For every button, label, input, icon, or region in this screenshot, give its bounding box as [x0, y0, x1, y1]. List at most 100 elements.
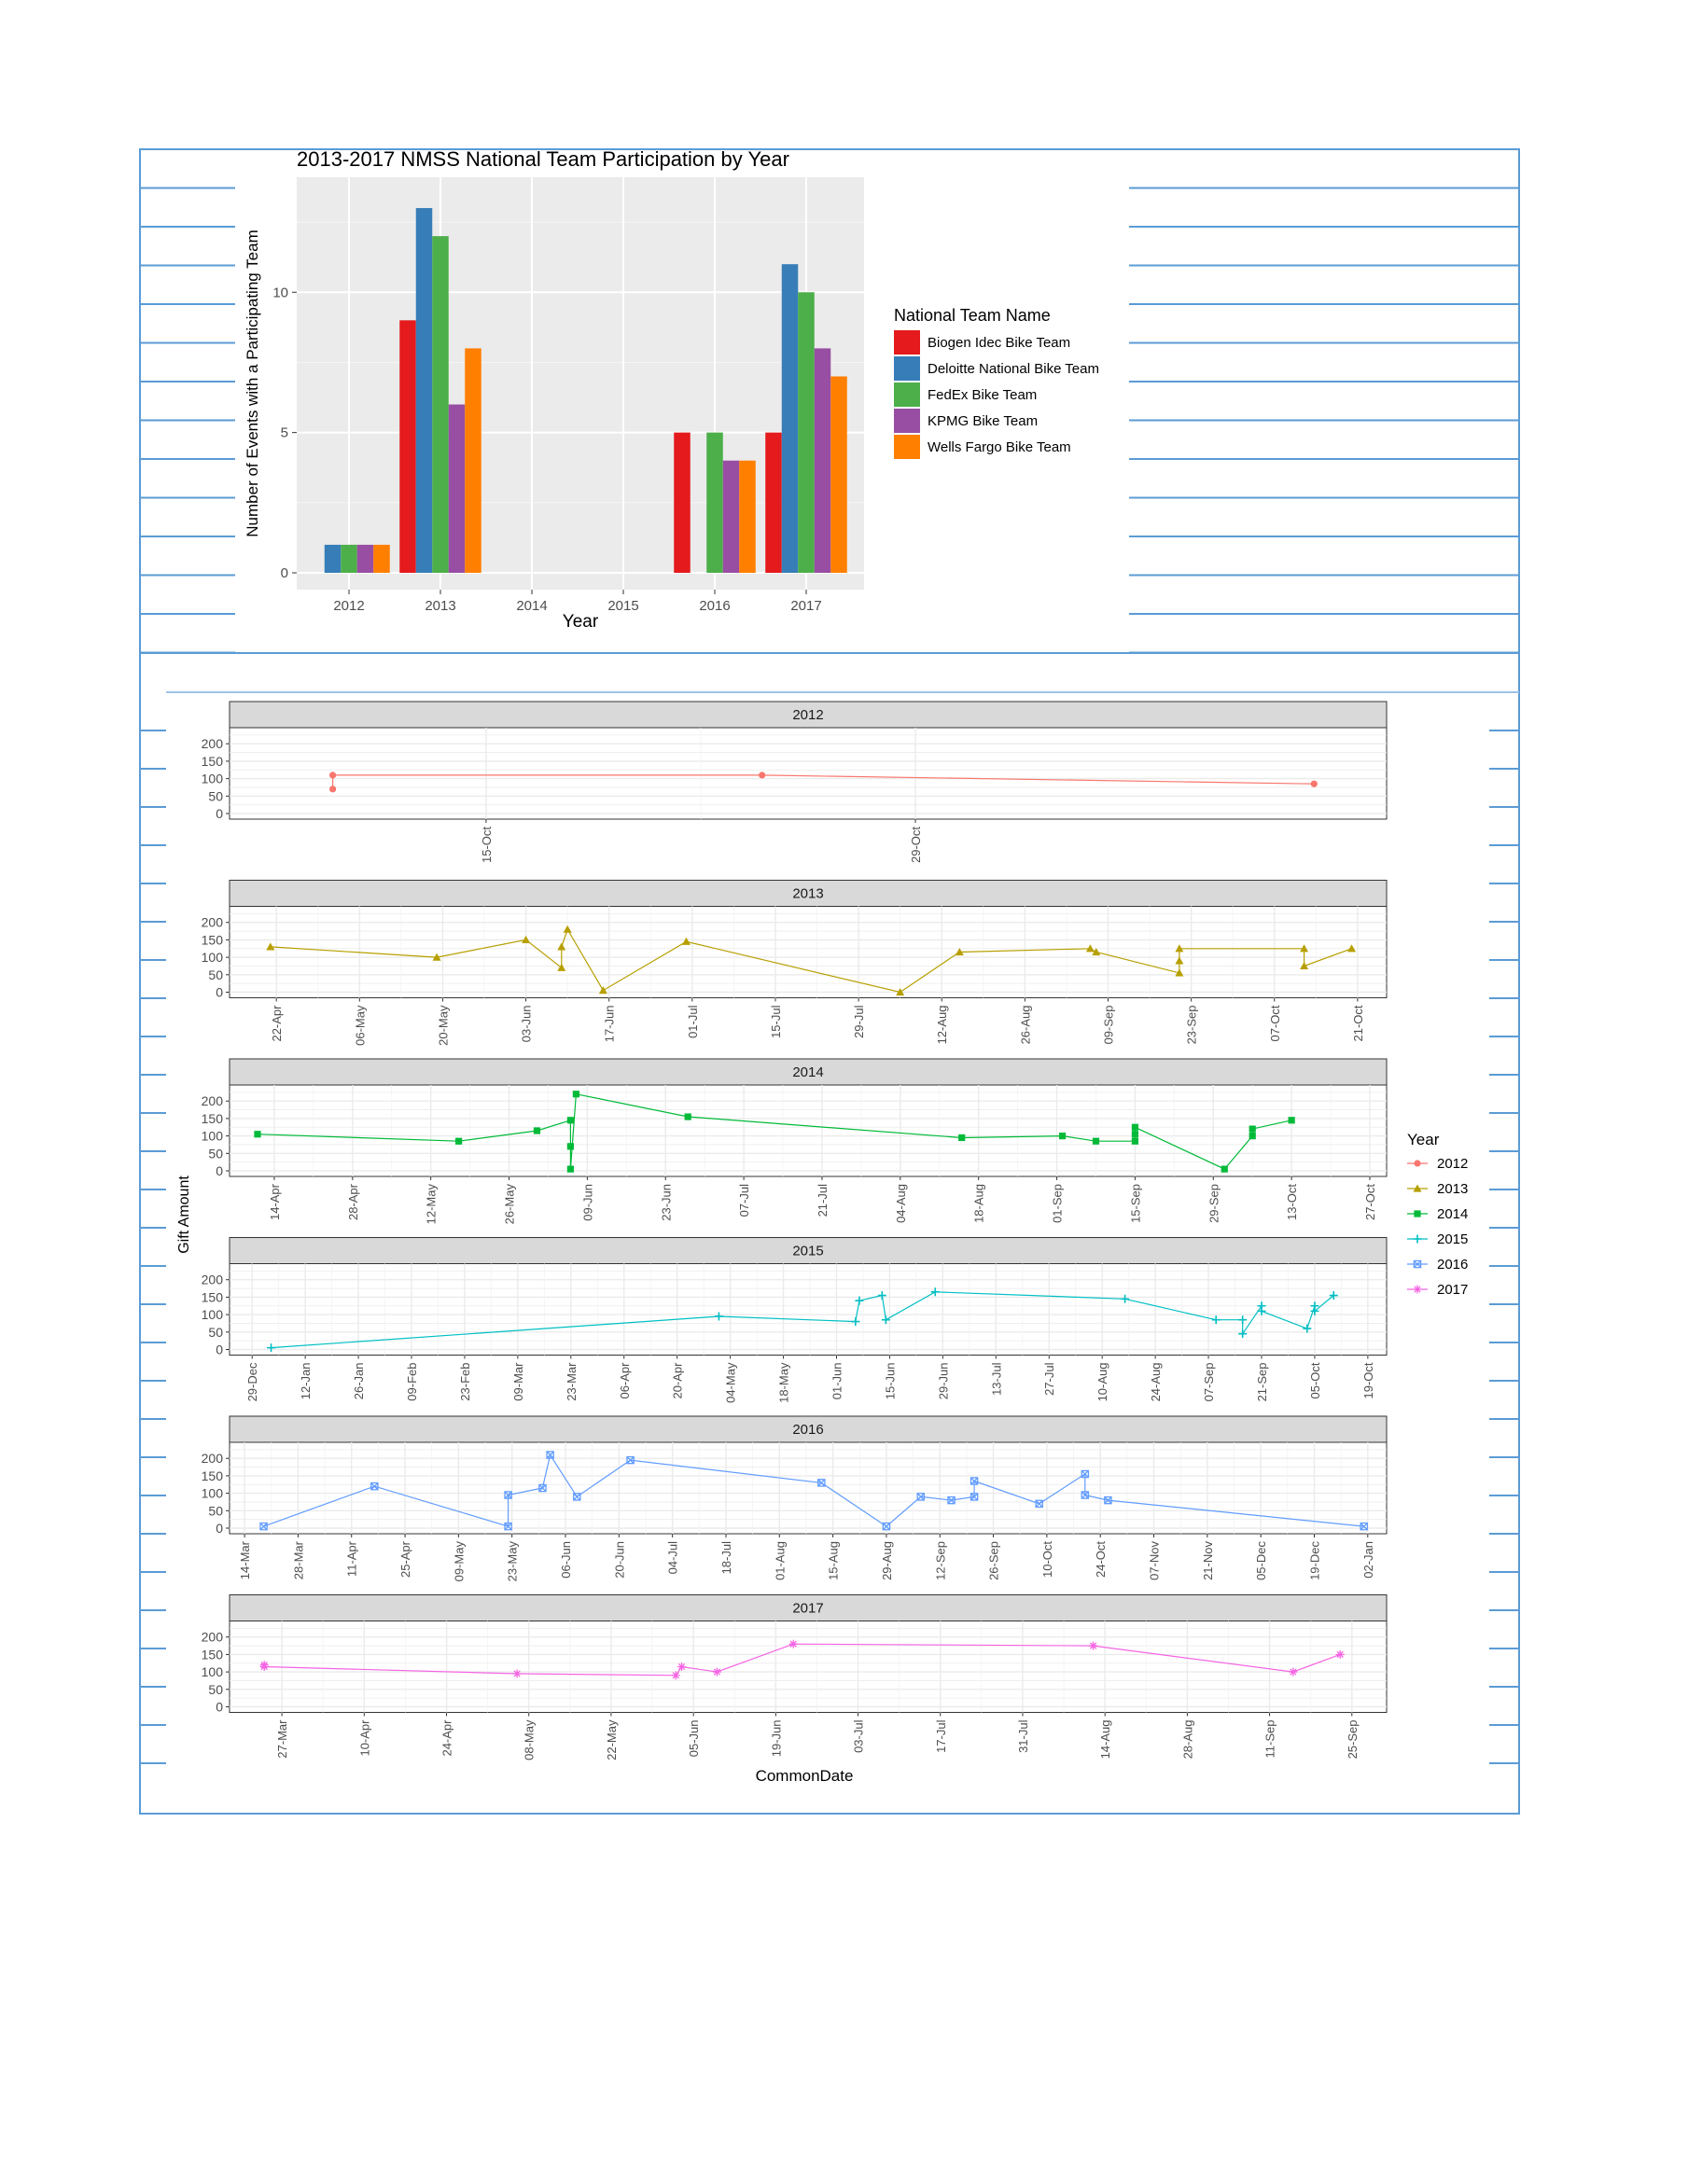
- bar-legend-label: FedEx Bike Team: [928, 387, 1037, 403]
- data-point: [714, 1312, 723, 1321]
- facet-x-tick-label: 22-Apr: [270, 1005, 284, 1042]
- data-point: [522, 935, 531, 944]
- facet-x-tick-label: 29-Aug: [880, 1541, 894, 1580]
- facet-strip-label: 2015: [792, 1244, 823, 1259]
- data-point: [930, 1287, 940, 1297]
- data-point: [1249, 1125, 1256, 1133]
- facet-legend-item: 2015: [1407, 1231, 1468, 1247]
- page-border: [139, 148, 1520, 1815]
- data-point: [1303, 1324, 1312, 1333]
- facet-x-tick-label: 10-Oct: [1040, 1541, 1054, 1578]
- bar-chart-x-axis: 2012 2013 2014 2015 2016 2017: [333, 590, 822, 614]
- facet-x-tick-label: 21-Jul: [816, 1184, 830, 1217]
- data-point: [916, 1493, 926, 1501]
- facet-x-tick-label: 12-Jan: [299, 1363, 313, 1400]
- data-point: [958, 1134, 966, 1142]
- facet-x-tick-label: 20-Jun: [612, 1541, 626, 1579]
- data-point: [1300, 961, 1309, 970]
- facet-y-tick-label: 0: [216, 806, 223, 821]
- data-point: [546, 1451, 554, 1459]
- facet-y-tick-label: 0: [216, 1163, 223, 1178]
- facet-x-tick-label: 05-Dec: [1254, 1541, 1268, 1580]
- data-point: [677, 1662, 687, 1671]
- facet-x-tick-label: 24-Apr: [440, 1719, 454, 1757]
- facet-x-tick-label: 28-Apr: [346, 1183, 360, 1220]
- data-point: [681, 937, 691, 945]
- bar-legend-key: [894, 356, 920, 381]
- data-point: [877, 1291, 886, 1301]
- data-point: [1335, 1649, 1345, 1659]
- facet-legend-label: 2014: [1437, 1206, 1468, 1222]
- data-point: [1300, 944, 1309, 953]
- facet-legend-label: 2013: [1437, 1181, 1468, 1197]
- data-point: [1329, 1291, 1338, 1301]
- facet-y-tick-label: 100: [202, 1129, 224, 1144]
- facet-x-tick-label: 17-Jun: [603, 1006, 617, 1043]
- data-point: [1413, 1259, 1422, 1269]
- facet-x-tick-label: 05-Jun: [687, 1720, 701, 1758]
- data-point: [759, 772, 766, 779]
- bar: [432, 236, 449, 573]
- facet-panels: 2012 0 50 100 150 200 15-Oct 29-Oct 2013 0 50 100 15…: [202, 701, 1388, 1760]
- data-point: [1249, 1133, 1256, 1140]
- bar-chart-bars: [324, 208, 847, 573]
- data-point: [1092, 1137, 1100, 1145]
- data-point: [566, 1165, 575, 1173]
- data-point: [1238, 1329, 1248, 1339]
- facet-x-tick-label: 15-Oct: [480, 827, 494, 863]
- facet-x-tick-label: 13-Oct: [1285, 1184, 1299, 1220]
- data-point: [1257, 1306, 1266, 1315]
- data-point: [1104, 1495, 1112, 1505]
- facet-y-tick-label: 100: [202, 950, 224, 965]
- facet-panel: [229, 906, 1388, 998]
- facet-x-tick-label: 08-May: [523, 1719, 537, 1760]
- bar: [722, 460, 740, 573]
- data-point: [557, 942, 566, 951]
- bar-legend-label: Biogen Idec Bike Team: [928, 335, 1070, 351]
- data-point: [1413, 1234, 1422, 1244]
- facet-x-tick-label: 27-Jul: [1042, 1362, 1056, 1396]
- bar: [739, 460, 756, 573]
- data-point: [712, 1667, 721, 1676]
- facet-x-tick-label: 14-Mar: [238, 1540, 252, 1579]
- facet-x-tick-label: 24-Oct: [1094, 1541, 1108, 1578]
- facet-chart-legend: Year 2012 2013 2014 2015 2016 2017: [1407, 1131, 1468, 1298]
- facet-x-tick-label: 04-Aug: [894, 1184, 908, 1223]
- data-point: [267, 1343, 276, 1353]
- facet-y-tick-label: 50: [208, 967, 223, 982]
- data-point: [455, 1137, 463, 1145]
- data-point: [512, 1669, 522, 1678]
- data-point: [947, 1495, 956, 1505]
- facet-x-tick-label: 06-Apr: [618, 1362, 632, 1399]
- facet-x-tick-label: 23-Jun: [659, 1184, 673, 1221]
- bar-legend-label: Wells Fargo Bike Team: [928, 439, 1071, 455]
- facet-legend-label: 2017: [1437, 1282, 1468, 1298]
- facet-y-tick-label: 100: [202, 1664, 224, 1679]
- facet-x-tick-label: 15-Jun: [883, 1363, 897, 1400]
- facet-x-tick-label: 29-Oct: [909, 827, 923, 863]
- data-point: [855, 1296, 864, 1305]
- data-point: [328, 786, 337, 793]
- facet-y-tick-label: 50: [208, 1146, 223, 1161]
- facet-x-tick-label: 15-Sep: [1128, 1184, 1142, 1223]
- facet-y-tick-label: 0: [216, 1700, 223, 1715]
- facet-legend-item: 2014: [1407, 1206, 1468, 1222]
- facet-legend-item: 2017: [1407, 1282, 1468, 1298]
- facet-y-tick-label: 50: [208, 1503, 223, 1518]
- bar-chart-y-axis: 0 5 10: [272, 285, 297, 581]
- bar: [448, 404, 466, 573]
- series-line: [263, 1643, 1341, 1676]
- data-point: [557, 963, 566, 971]
- data-point: [563, 925, 572, 933]
- data-point: [1081, 1491, 1090, 1499]
- data-point: [896, 988, 905, 996]
- data-point: [1221, 1165, 1228, 1173]
- data-point: [432, 953, 441, 961]
- data-point: [370, 1482, 379, 1491]
- data-point: [955, 948, 964, 956]
- data-point: [538, 1483, 547, 1493]
- facet-y-tick-label: 200: [202, 1093, 224, 1108]
- facet-x-tick-label: 23-Sep: [1185, 1006, 1199, 1045]
- data-point: [1360, 1522, 1368, 1531]
